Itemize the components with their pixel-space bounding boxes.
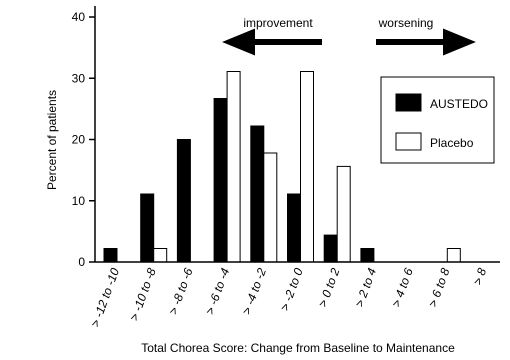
x-tick-label-1: > -10 to -8 [127,266,159,323]
x-axis-label: Total Chorea Score: Change from Baseline… [141,341,455,355]
bars-group [103,71,461,263]
y-ticks-group: 0 10 20 30 40 [72,10,95,269]
bar-placebo-4 [263,152,278,263]
bar-placebo-6 [336,165,351,263]
worsening-label: worsening [378,16,434,30]
x-tick-label-6: > 0 to 2 [315,266,342,309]
x-tick-label-5: > -2 to 0 [277,266,305,313]
legend-label-placebo: Placebo [430,136,474,150]
legend: AUSTEDO Placebo [380,76,495,164]
bar-austedo-5 [287,193,301,263]
y-tick-label-2: 20 [72,133,86,147]
bar-austedo-7 [360,248,375,263]
improvement-arrow [222,28,322,56]
x-tick-label-8: > 4 to 6 [389,266,416,309]
y-tick-label-0: 0 [78,255,85,269]
bar-austedo-4 [250,125,265,263]
improvement-label: improvement [243,16,313,30]
legend-swatch-placebo [395,132,422,151]
x-tick-label-3: > -6 to -4 [203,266,233,317]
x-ticks-group: > -12 to -10 > -10 to -8 > -8 to -6 > -6 to… [88,266,489,329]
x-tick-label-0: > -12 to -10 [88,266,122,329]
y-tick-label-3: 30 [72,71,86,85]
bar-placebo-3 [226,71,241,263]
x-tick-label-7: > 2 to 4 [352,266,379,309]
y-tick-label-1: 10 [72,194,86,208]
bar-austedo-2 [176,139,191,263]
legend-label-austedo: AUSTEDO [430,97,488,111]
x-tick-label-4: > -4 to -2 [239,266,269,317]
bar-austedo-0 [103,248,118,263]
bar-austedo-3 [213,98,228,263]
y-axis-label: Percent of patients [45,90,59,190]
bar-placebo-1 [153,248,168,263]
bar-placebo-9 [446,248,461,263]
bar-austedo-1 [140,193,155,263]
worsening-arrow [376,28,476,56]
bar-austedo-6 [323,234,338,263]
legend-swatch-austedo [395,93,422,112]
y-tick-label-4: 40 [72,10,86,24]
x-tick-label-9: > 6 to 8 [426,266,453,309]
x-tick-label-10: > 8 [470,266,489,287]
bar-placebo-5 [300,71,314,263]
x-tick-label-2: > -8 to -6 [166,266,196,317]
axes-group [94,6,500,263]
